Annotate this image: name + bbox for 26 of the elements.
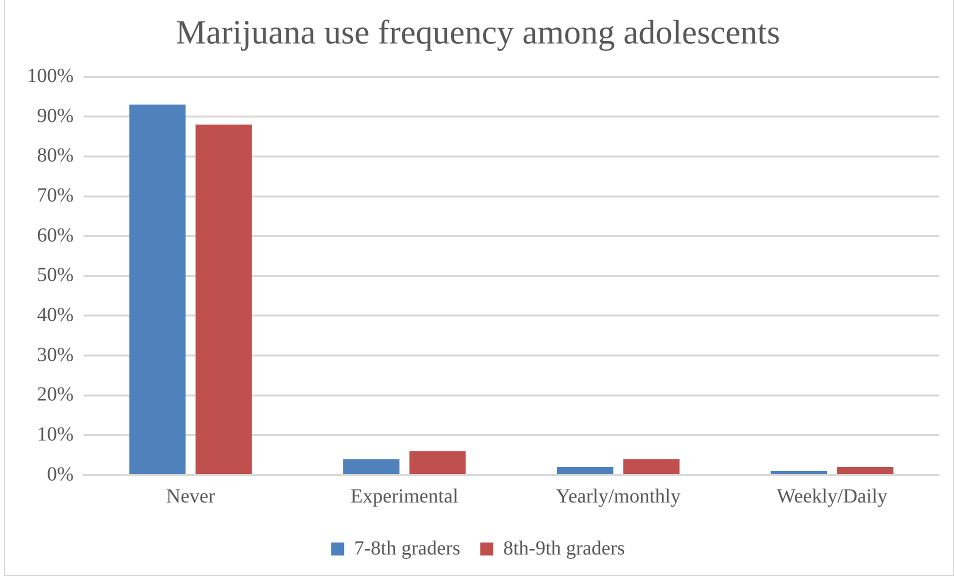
y-tick-label: 0% [46, 463, 74, 486]
y-tick-label: 50% [36, 264, 74, 286]
x-tick-label: Yearly/monthly [556, 485, 681, 508]
y-tick-label: 40% [36, 304, 74, 326]
legend-label: 7-8th graders [354, 537, 460, 560]
bar [129, 104, 186, 474]
y-tick-label: 70% [36, 184, 74, 207]
y-tick-label: 20% [36, 384, 74, 406]
y-tick-label: 30% [36, 344, 74, 366]
bar [623, 459, 680, 474]
bar [343, 459, 400, 474]
bar [196, 124, 252, 474]
bar [770, 471, 828, 474]
legend-label: 8th-9th graders [503, 537, 626, 560]
y-tick-label: 100% [26, 65, 74, 88]
x-tick-label: Weekly/Daily [776, 485, 888, 508]
x-tick-label: Experimental [350, 485, 459, 508]
bar [409, 451, 466, 474]
x-tick-label: Never [166, 485, 216, 508]
y-tick-label: 80% [36, 144, 74, 167]
y-tick-label: 90% [36, 104, 74, 127]
chart-title: Marijuana use frequency among adolescents [176, 14, 780, 52]
y-tick-label: 60% [36, 224, 74, 246]
y-tick-label: 10% [36, 423, 74, 446]
bar [837, 467, 894, 474]
bar [556, 467, 614, 474]
